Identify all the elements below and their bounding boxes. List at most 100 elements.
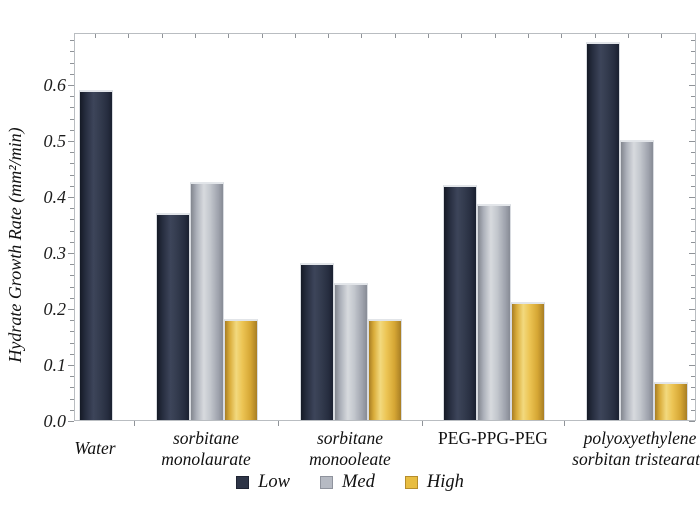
legend-swatch-med: [320, 475, 333, 489]
top-minor-tick: [494, 34, 496, 38]
y-minor-tick-left: [70, 51, 74, 53]
legend: Low Med High: [0, 470, 700, 494]
y-tick-label: 0.6: [43, 75, 67, 96]
y-minor-tick-left: [70, 118, 74, 120]
y-minor-tick-right: [691, 107, 695, 109]
x-tick: [278, 421, 279, 426]
y-minor-tick-right: [691, 286, 695, 288]
bar-low: [300, 263, 334, 420]
y-minor-tick-right: [691, 376, 695, 378]
legend-label: High: [426, 471, 464, 492]
y-minor-tick-left: [70, 96, 74, 98]
y-tick-label: 0.4: [43, 187, 67, 208]
bar-high: [224, 319, 258, 420]
top-minor-tick: [461, 34, 463, 38]
y-minor-tick-right: [691, 387, 695, 389]
x-category-label: PEG-PPG-PEG: [438, 428, 548, 448]
y-major-tick-left: [68, 141, 74, 143]
y-minor-tick-left: [70, 320, 74, 322]
y-major-tick-left: [68, 85, 74, 87]
bar-high: [511, 302, 545, 420]
bar-high: [368, 319, 402, 420]
y-minor-tick-right: [691, 40, 695, 42]
y-minor-tick-left: [70, 331, 74, 333]
y-minor-tick-right: [691, 275, 695, 277]
y-minor-tick-right: [691, 241, 695, 243]
plot-area: [74, 33, 696, 421]
y-minor-tick-left: [70, 398, 74, 400]
y-minor-tick-left: [70, 376, 74, 378]
y-tick-label: 0.3: [43, 243, 67, 264]
y-minor-tick-right: [691, 409, 695, 411]
top-minor-tick: [161, 34, 163, 38]
bar-high: [654, 381, 688, 420]
legend-label: Med: [342, 471, 375, 492]
y-major-tick-left: [68, 197, 74, 199]
y-minor-tick-left: [70, 342, 74, 344]
y-minor-tick-right: [691, 398, 695, 400]
y-minor-tick-left: [70, 208, 74, 210]
y-major-tick-right: [689, 309, 695, 311]
y-minor-tick-left: [70, 297, 74, 299]
y-minor-tick-left: [70, 73, 74, 75]
y-major-tick-right: [689, 253, 695, 255]
y-minor-tick-right: [691, 230, 695, 232]
bar-med: [477, 204, 511, 420]
legend-item-med: Med: [320, 472, 375, 493]
bar-med: [334, 282, 368, 420]
y-minor-tick-left: [70, 387, 74, 389]
y-minor-tick-left: [70, 152, 74, 154]
y-tick-label: 0.1: [43, 355, 67, 375]
top-minor-tick: [527, 34, 529, 38]
bar-low: [79, 89, 113, 420]
x-tick: [133, 421, 135, 426]
top-minor-tick: [627, 34, 629, 38]
y-minor-tick-left: [70, 107, 74, 109]
top-minor-tick: [194, 34, 196, 38]
legend-label: Low: [258, 471, 290, 492]
y-major-tick-left: [68, 365, 74, 366]
top-minor-tick: [594, 34, 596, 38]
y-minor-tick-right: [691, 264, 695, 266]
y-minor-tick-left: [70, 163, 74, 165]
y-major-tick-right: [689, 197, 695, 199]
y-minor-tick-right: [691, 73, 695, 75]
bar-low: [443, 184, 477, 420]
y-minor-tick-right: [691, 185, 695, 187]
y-major-tick-left: [68, 421, 74, 422]
top-minor-tick: [394, 34, 396, 38]
top-minor-tick: [428, 34, 429, 38]
y-minor-tick-right: [691, 129, 695, 131]
top-minor-tick: [561, 34, 563, 38]
y-minor-tick-left: [70, 241, 74, 243]
y-major-tick-left: [68, 253, 74, 255]
y-major-tick-right: [689, 365, 695, 366]
y-minor-tick-right: [691, 331, 695, 333]
y-minor-tick-left: [70, 409, 74, 411]
bar-med: [190, 182, 224, 420]
y-minor-tick-left: [70, 62, 74, 64]
top-minor-tick: [294, 34, 296, 38]
y-major-tick-right: [689, 85, 695, 87]
bar-low: [156, 212, 190, 420]
y-minor-tick-right: [691, 208, 695, 210]
y-tick-label: 0.2: [43, 299, 67, 320]
legend-swatch-high: [404, 475, 418, 489]
y-major-tick-left: [68, 309, 74, 311]
y-minor-tick-right: [691, 118, 695, 120]
y-minor-tick-left: [70, 230, 74, 232]
top-minor-tick: [128, 34, 130, 38]
x-tick: [421, 421, 423, 426]
y-minor-tick-right: [691, 51, 695, 53]
y-tick-label: 0.5: [43, 131, 67, 152]
y-minor-tick-left: [70, 174, 74, 176]
y-minor-tick-right: [691, 96, 695, 98]
y-minor-tick-left: [70, 129, 74, 131]
y-minor-tick-left: [70, 185, 74, 187]
y-tick-label: 0.0: [43, 411, 67, 431]
y-minor-tick-left: [70, 286, 74, 288]
y-major-tick-right: [689, 141, 695, 143]
y-minor-tick-right: [691, 62, 695, 64]
y-minor-tick-left: [70, 219, 74, 221]
